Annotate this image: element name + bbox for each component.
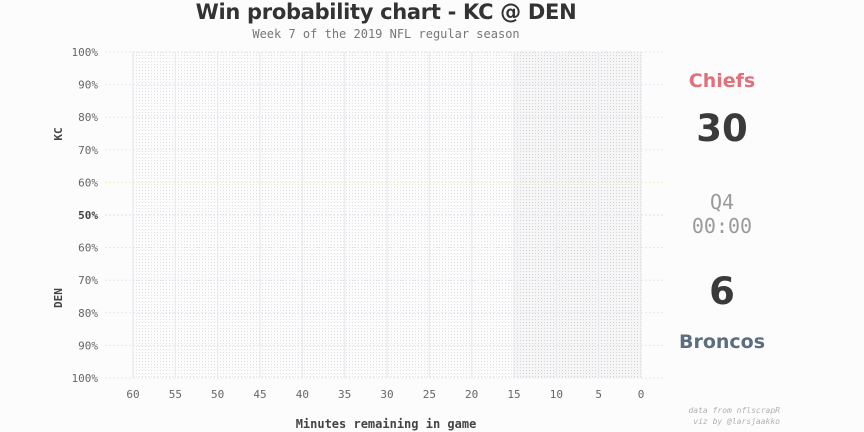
y-tick-label: 100% xyxy=(72,46,99,59)
x-axis-label: Minutes remaining in game xyxy=(296,417,477,431)
y-tick-label: 80% xyxy=(78,111,98,124)
chart-subtitle: Week 7 of the 2019 NFL regular season xyxy=(252,27,520,41)
x-tick-label: 35 xyxy=(338,388,351,401)
chart-title: Win probability chart - KC @ DEN xyxy=(195,0,577,24)
x-tick-label: 5 xyxy=(595,388,602,401)
away-team-score: 6 xyxy=(709,270,735,313)
y-tick-label: 70% xyxy=(78,274,98,287)
y-tick-label: 60% xyxy=(78,242,98,255)
y-tick-label: 50% xyxy=(78,209,98,222)
x-tick-label: 55 xyxy=(169,388,182,401)
x-tick-label: 10 xyxy=(550,388,563,401)
y-tick-label: 70% xyxy=(78,144,98,157)
data-credit: data from nflscrapR xyxy=(688,406,780,415)
x-tick-label: 25 xyxy=(423,388,436,401)
y-tick-label: 80% xyxy=(78,307,98,320)
y-tick-label: 90% xyxy=(78,339,98,352)
x-tick-label: 20 xyxy=(465,388,478,401)
x-tick-label: 40 xyxy=(296,388,309,401)
away-team-name: Broncos xyxy=(678,331,766,353)
x-tick-label: 0 xyxy=(638,388,645,401)
x-tick-label: 50 xyxy=(211,388,224,401)
home-team-score: 30 xyxy=(696,107,748,150)
y-tick-label: 100% xyxy=(72,372,99,385)
x-tick-label: 45 xyxy=(253,388,266,401)
y-axis-label-kc: KC xyxy=(52,127,65,140)
y-tick-label: 60% xyxy=(78,176,98,189)
home-team-name: Chiefs xyxy=(688,70,756,92)
x-tick-label: 15 xyxy=(507,388,520,401)
viz-credit: viz by @larsjaakko xyxy=(693,417,780,426)
game-clock: 00:00 xyxy=(691,214,753,238)
y-tick-label: 90% xyxy=(78,79,98,92)
x-tick-label: 30 xyxy=(380,388,393,401)
game-quarter: Q4 xyxy=(709,190,735,214)
y-axis-label-den: DEN xyxy=(52,288,65,308)
x-tick-label: 60 xyxy=(126,388,139,401)
